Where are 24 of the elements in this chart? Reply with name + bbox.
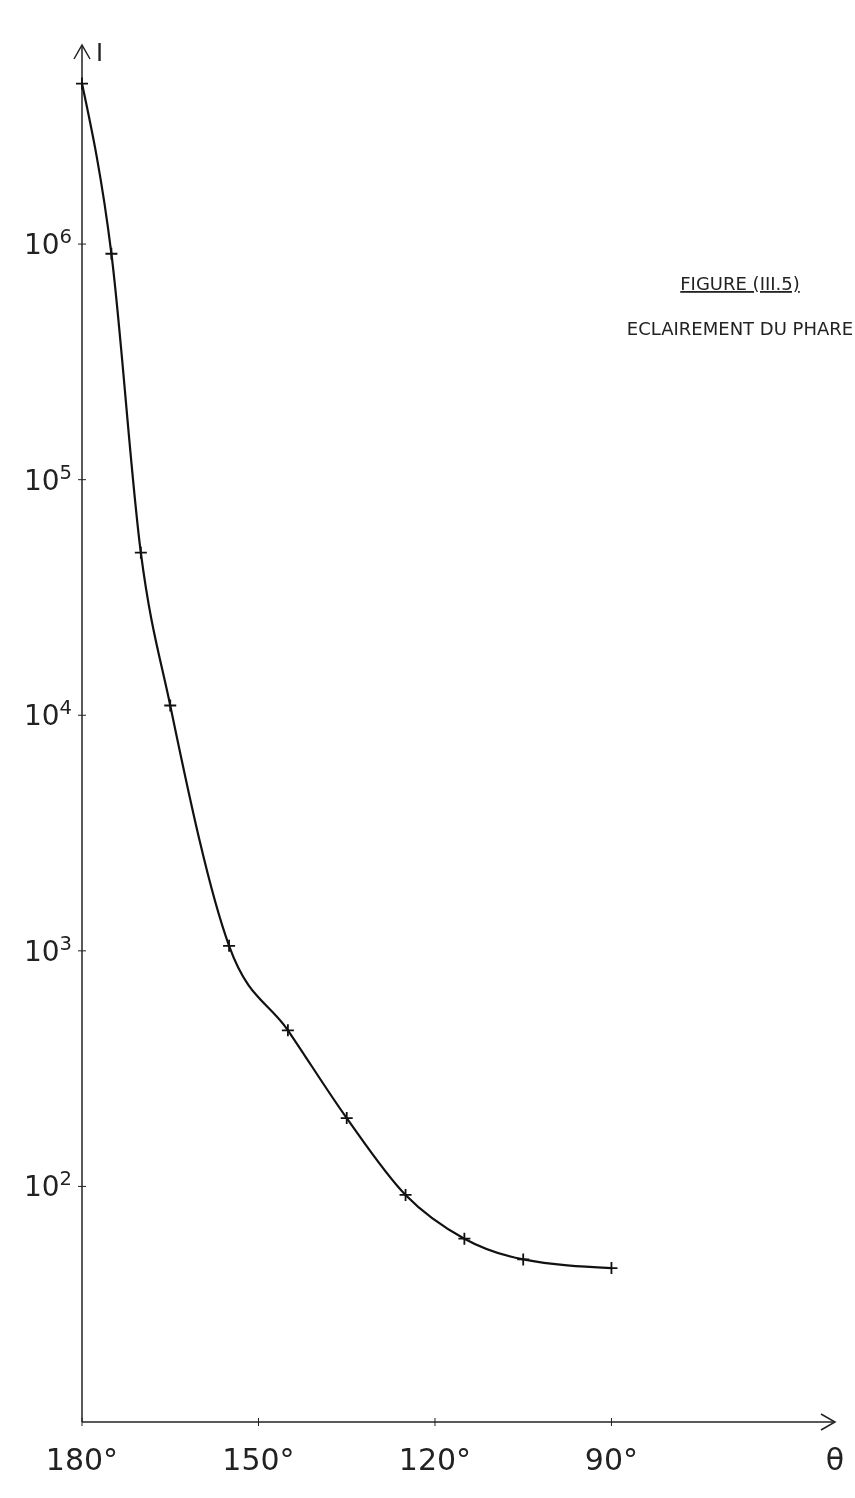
y-tick-label: 10$^{2}$ <box>23 1166 72 1204</box>
x-tick-label: 150° <box>222 1442 295 1477</box>
y-tick-label: 10$^{3}$ <box>23 931 72 968</box>
point <box>281 1023 295 1038</box>
y-tick-label: 10$^{6}$ <box>23 224 72 262</box>
x-axis-title: θ <box>825 1442 845 1477</box>
y-tick-label: 10$^{5}$ <box>23 460 72 497</box>
y-axis-title: I <box>96 39 104 67</box>
point <box>457 1231 472 1246</box>
point <box>222 938 236 953</box>
text: FIGURE (III.5) <box>680 273 800 294</box>
point <box>339 1111 354 1125</box>
point <box>75 76 89 91</box>
x-tick-label: 90° <box>584 1442 639 1477</box>
text: ECLAIREMENT DU PHARE <box>626 318 854 339</box>
point <box>398 1188 413 1202</box>
point <box>604 1261 619 1276</box>
point <box>516 1252 531 1267</box>
point <box>133 545 148 560</box>
y-tick-label: 10$^{4}$ <box>23 695 72 733</box>
x-tick-label: 180° <box>45 1442 119 1477</box>
point <box>163 698 178 713</box>
x-tick-label: 120° <box>398 1442 472 1477</box>
point <box>104 246 119 261</box>
